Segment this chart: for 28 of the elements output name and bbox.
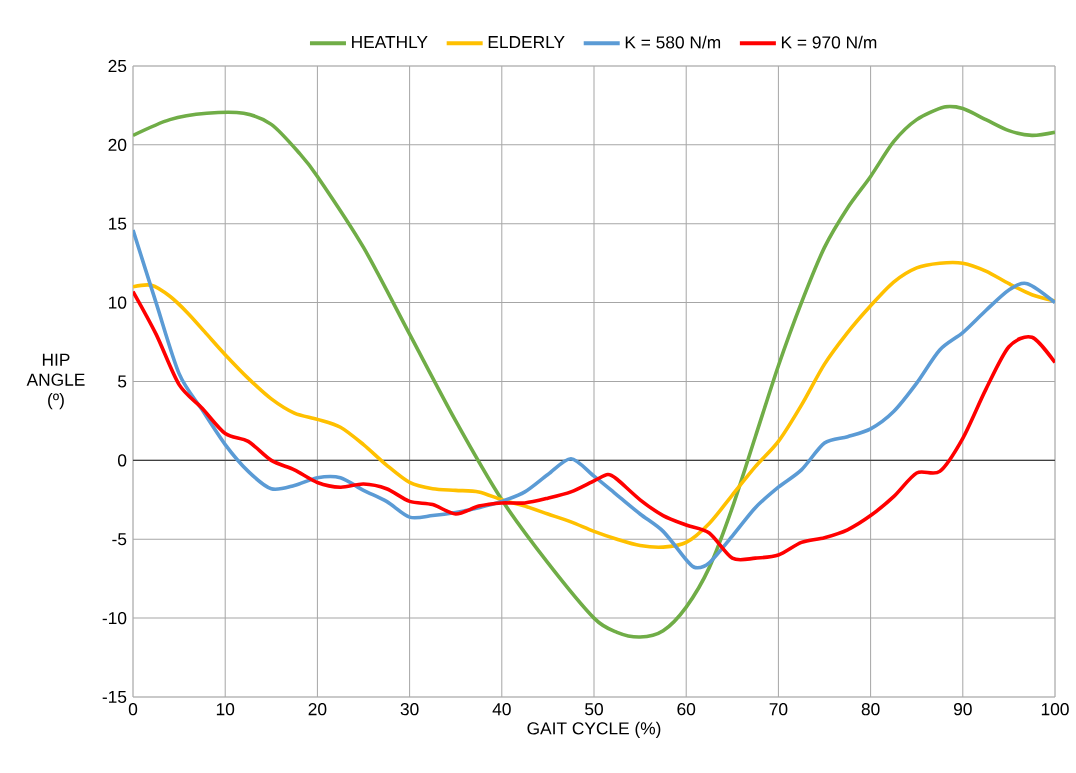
legend-label: HEATHLY [352,36,428,49]
x-tick-label: 100 [1041,703,1069,716]
x-tick-label: 70 [769,703,788,716]
x-tick-label: 90 [953,703,972,716]
x-axis-title: GAIT CYCLE (%) [527,721,661,738]
x-tick-label: 80 [861,703,880,716]
x-tick-label: 50 [585,703,603,716]
y-tick-label: -15 [102,690,127,704]
y-tick-label: 15 [109,217,127,230]
y-tick-label: -10 [102,611,127,625]
legend-label: K = 970 N/m [781,35,877,49]
y-tick-label: -5 [112,533,127,546]
line-series [133,104,1055,639]
x-tick-label: 20 [308,703,327,716]
x-tick-label: 30 [400,703,419,716]
x-tick-label: 40 [492,703,511,716]
x-tick-label: 60 [677,703,696,716]
y-tick-label: 10 [109,296,127,309]
line-series [133,228,1055,570]
x-tick-label: 0 [128,703,138,716]
y-tick-label: 0 [117,454,127,467]
y-axis-title: HIP ANGLE (º) [26,353,85,410]
legend-label: ELDERLY [488,36,565,49]
y-tick-label: 25 [108,59,127,73]
legend-label: K = 580 N/m [625,35,721,49]
x-tick-label: 10 [216,703,235,716]
y-tick-label: 20 [108,138,127,151]
y-tick-label: 5 [118,375,127,388]
